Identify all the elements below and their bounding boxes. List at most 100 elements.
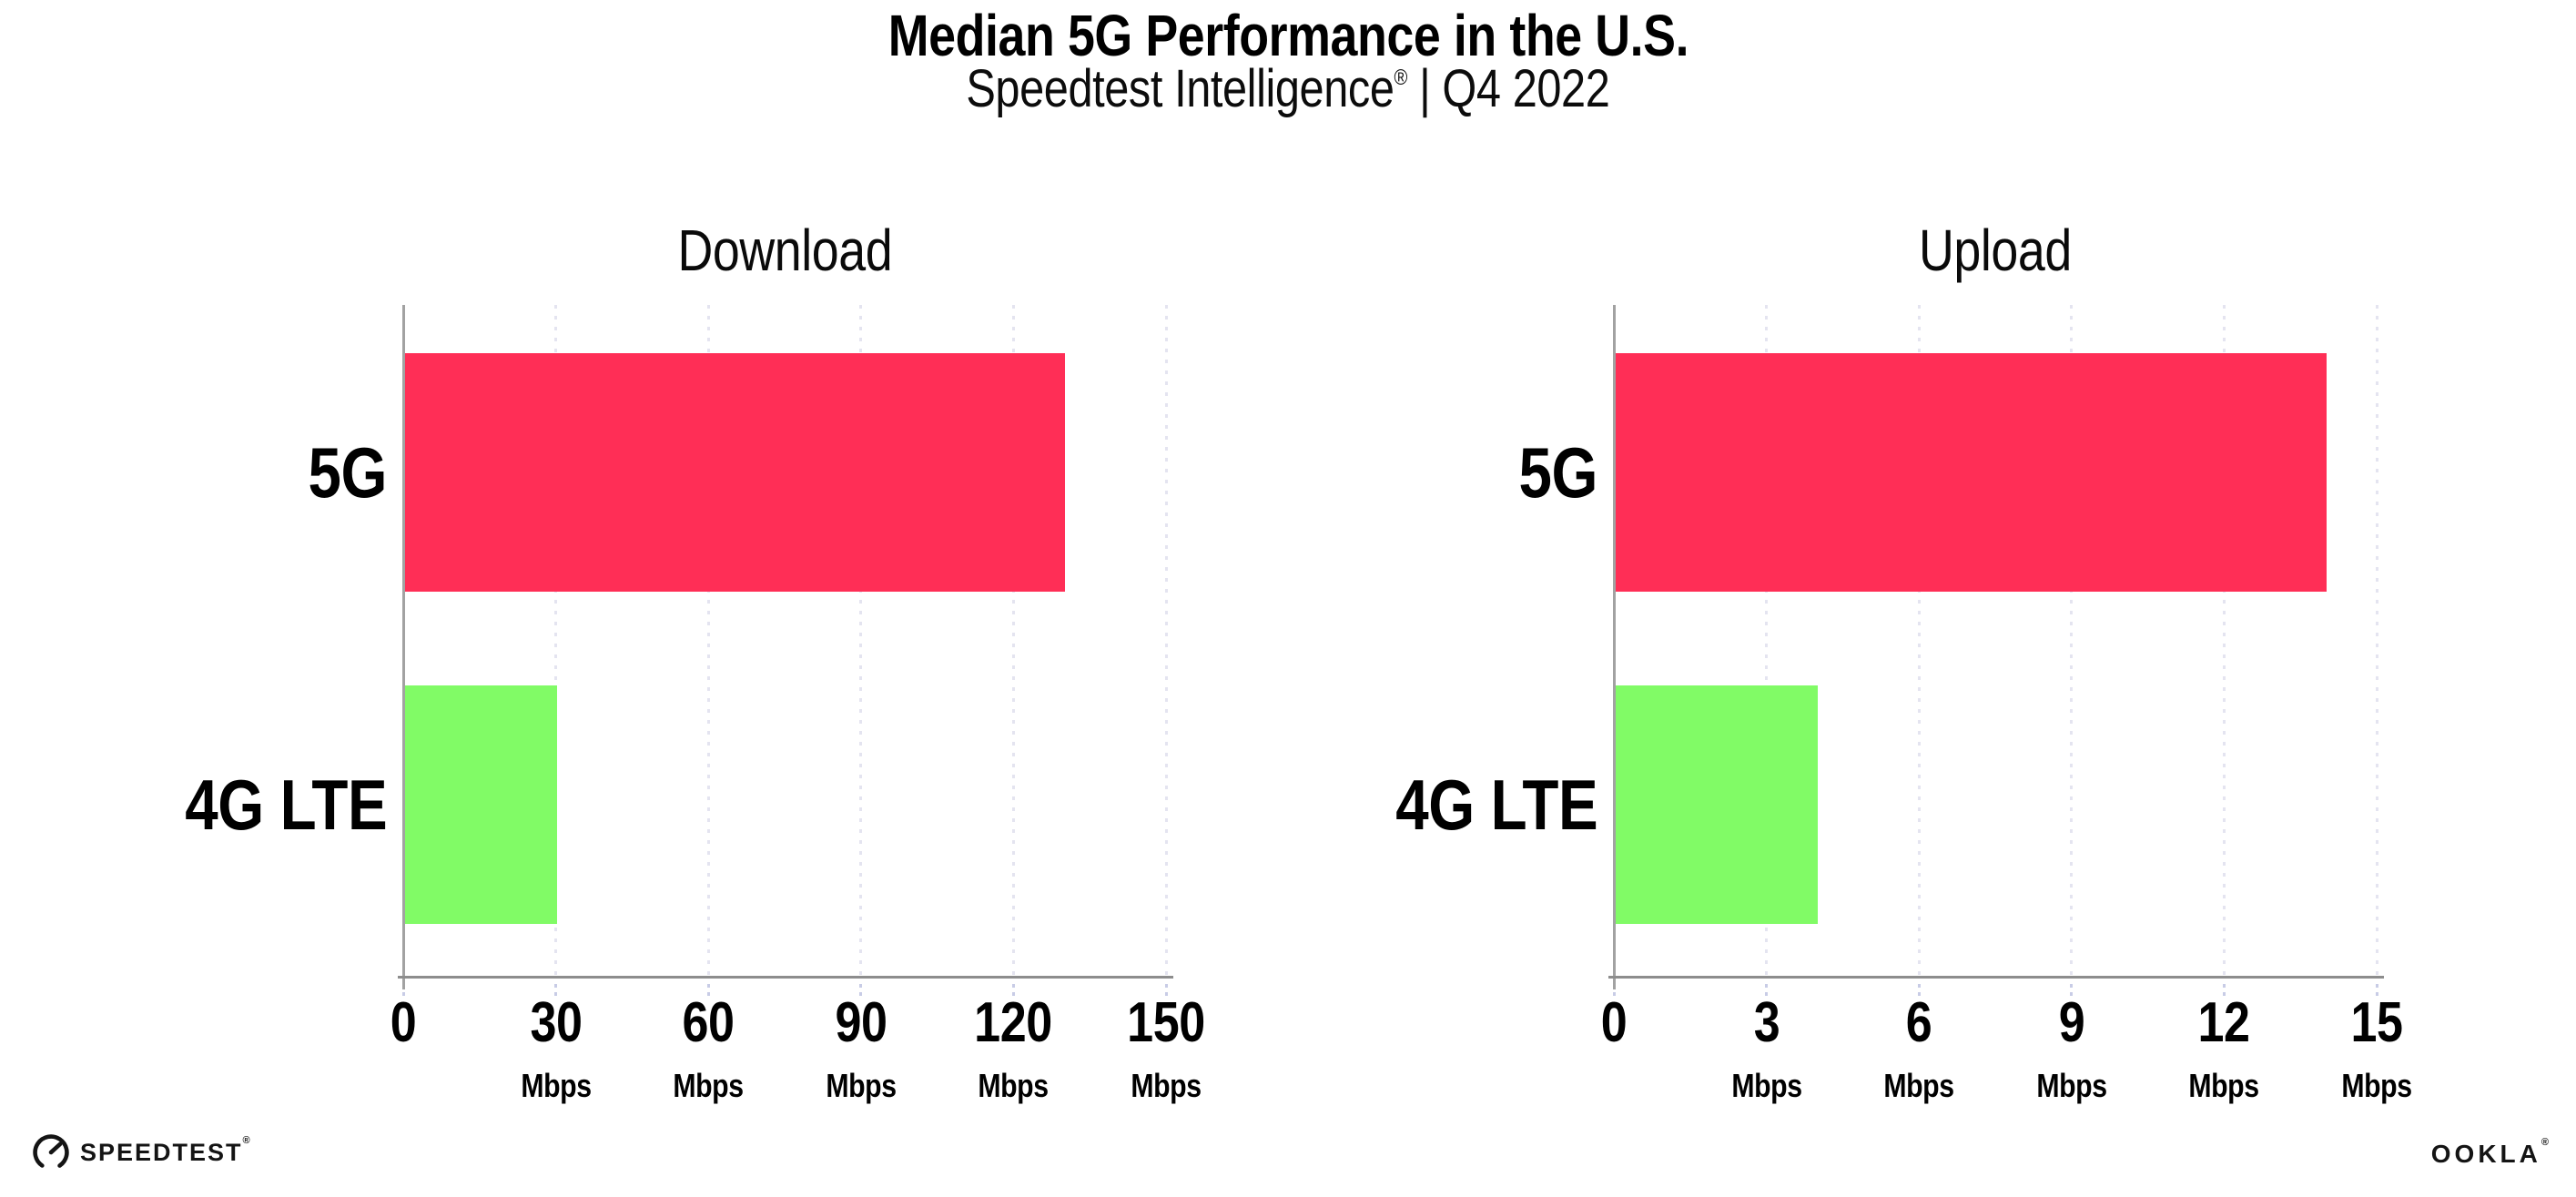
speedtest-registered-mark: ® xyxy=(242,1134,250,1146)
x-tick-label: 9 xyxy=(1962,990,2181,1055)
x-tick-value: 3 xyxy=(1753,991,1780,1054)
axis-tick-mark xyxy=(2375,984,2378,997)
x-tick-unit: Mbps xyxy=(447,1067,665,1105)
x-tick-unit-text: Mbps xyxy=(1730,1067,1802,1104)
axis-tick-mark xyxy=(706,984,710,997)
gridline xyxy=(554,305,558,976)
axis-tick-mark xyxy=(401,984,405,997)
x-tick-label: 15 xyxy=(2267,990,2486,1055)
subtitle-brand: Speedtest Intelligence xyxy=(966,59,1394,118)
bar-5g xyxy=(1615,353,2328,592)
x-tick-value: 120 xyxy=(974,991,1053,1054)
page-title: Median 5G Performance in the U.S. xyxy=(0,2,2576,69)
x-tick-label: 60 xyxy=(599,990,817,1055)
x-tick-value: 6 xyxy=(1905,991,1932,1054)
speedtest-wordmark-text: SPEEDTEST xyxy=(80,1138,243,1166)
x-tick-unit-text: Mbps xyxy=(1131,1067,1202,1104)
chart-title-text: Download xyxy=(677,218,892,283)
category-label-row: 4G LTE xyxy=(1313,685,1597,924)
axis-tick-mark xyxy=(1011,984,1015,997)
category-label-row: 4G LTE xyxy=(103,685,387,924)
chart-title-text: Upload xyxy=(1919,218,2072,283)
gridline xyxy=(2375,305,2378,976)
x-tick-unit: Mbps xyxy=(1057,1067,1275,1105)
x-tick-unit: Mbps xyxy=(599,1067,817,1105)
gridline xyxy=(2222,305,2226,976)
gridline xyxy=(706,305,710,976)
x-tick-label: 150 xyxy=(1057,990,1275,1055)
axis-tick-mark xyxy=(554,984,558,997)
plot-area xyxy=(1608,305,2384,997)
ookla-logo: OOKLA® xyxy=(2430,1136,2549,1169)
x-tick-unit: Mbps xyxy=(1962,1067,2181,1105)
x-tick-label: 12 xyxy=(2115,990,2333,1055)
chart-upload: Upload 5G 4G LTE 0 3 Mbps 6 Mbps 9 Mbps 12 Mbps 15 Mb… xyxy=(1313,209,2412,1129)
x-tick-label: 6 xyxy=(1810,990,2028,1055)
category-label-row: 5G xyxy=(1313,353,1597,592)
x-tick-label: 3 xyxy=(1658,990,1876,1055)
ookla-wordmark-text: OOKLA xyxy=(2430,1140,2541,1168)
speedtest-wordmark: SPEEDTEST® xyxy=(80,1135,250,1167)
gridline xyxy=(1917,305,1921,976)
chart-title: Download xyxy=(403,217,1166,284)
page-title-text: Median 5G Performance in the U.S. xyxy=(887,3,1689,68)
gridline xyxy=(1011,305,1015,976)
chart-download: Download 5G 4G LTE 0 30 Mbps 60 Mbps 90 Mbps 120 Mb… xyxy=(103,209,1205,1129)
x-tick-value: 150 xyxy=(1127,991,1205,1054)
x-tick-value: 9 xyxy=(2058,991,2085,1054)
x-tick-value: 30 xyxy=(530,991,583,1054)
gridline xyxy=(1164,305,1168,976)
x-tick-unit: Mbps xyxy=(2115,1067,2333,1105)
axis-tick-mark xyxy=(1765,984,1769,997)
x-tick-value: 60 xyxy=(682,991,735,1054)
category-label: 4G LTE xyxy=(185,764,387,845)
x-tick-value: 12 xyxy=(2197,991,2251,1054)
x-axis-line xyxy=(1608,976,2384,979)
category-label: 5G xyxy=(1518,431,1597,512)
x-tick-value: 90 xyxy=(835,991,887,1054)
x-tick-unit-text: Mbps xyxy=(2341,1067,2412,1104)
gridline xyxy=(1765,305,1769,976)
ookla-registered-mark: ® xyxy=(2541,1136,2549,1148)
x-tick-unit-text: Mbps xyxy=(978,1067,1050,1104)
x-tick-label: 30 xyxy=(447,990,665,1055)
gridline xyxy=(859,305,863,976)
axis-tick-mark xyxy=(2070,984,2074,997)
x-tick-unit-text: Mbps xyxy=(2036,1067,2107,1104)
bar-4g-lte xyxy=(1615,685,1819,924)
page-subtitle: Speedtest Intelligence® | Q4 2022 xyxy=(0,58,2576,119)
axis-tick-mark xyxy=(2222,984,2226,997)
page-subtitle-text: Speedtest Intelligence® | Q4 2022 xyxy=(966,58,1609,119)
gridline xyxy=(2070,305,2074,976)
x-tick-label: 120 xyxy=(904,990,1122,1055)
x-tick-label: 0 xyxy=(294,990,512,1055)
y-axis-spine xyxy=(402,305,405,989)
axis-tick-mark xyxy=(1612,984,1616,997)
x-tick-unit-text: Mbps xyxy=(826,1067,897,1104)
x-tick-label: 90 xyxy=(752,990,970,1055)
x-tick-value: 0 xyxy=(390,991,417,1054)
category-label-row: 5G xyxy=(103,353,387,592)
registered-mark: ® xyxy=(1394,65,1408,90)
chart-title: Upload xyxy=(1614,217,2377,284)
speedtest-gauge-icon xyxy=(33,1134,69,1171)
x-tick-unit-text: Mbps xyxy=(673,1067,745,1104)
x-tick-unit: Mbps xyxy=(752,1067,970,1105)
category-label: 5G xyxy=(308,431,387,512)
x-tick-unit-text: Mbps xyxy=(520,1067,592,1104)
x-tick-value: 15 xyxy=(2350,991,2403,1054)
x-tick-unit-text: Mbps xyxy=(2188,1067,2260,1104)
axis-tick-mark xyxy=(1917,984,1921,997)
x-axis-line xyxy=(398,976,1173,979)
category-label: 4G LTE xyxy=(1395,764,1597,845)
bar-5g xyxy=(404,353,1066,592)
x-tick-unit-text: Mbps xyxy=(1883,1067,1955,1104)
speedtest-logo: SPEEDTEST® xyxy=(31,1132,250,1172)
axis-tick-mark xyxy=(1164,984,1168,997)
x-tick-unit: Mbps xyxy=(1658,1067,1876,1105)
plot-area xyxy=(398,305,1173,997)
subtitle-period: | Q4 2022 xyxy=(1407,59,1610,118)
x-tick-unit: Mbps xyxy=(2267,1067,2486,1105)
x-tick-label: 0 xyxy=(1505,990,1723,1055)
